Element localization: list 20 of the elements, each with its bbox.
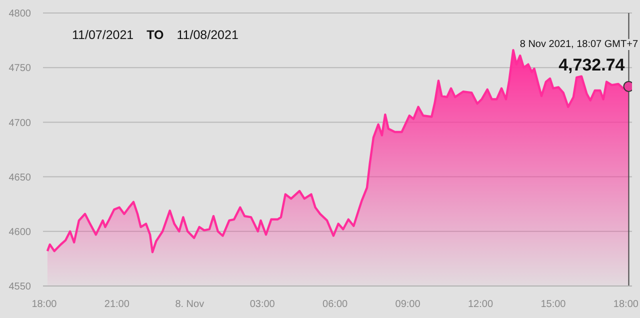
y-tick-label: 4550 (8, 282, 32, 293)
y-tick-label: 4650 (8, 172, 32, 184)
annotation: 11/08/2021 (176, 28, 238, 42)
x-tick-label: 12:00 (468, 299, 494, 310)
annotation: 4,732.74 (558, 55, 626, 74)
x-tick-label: 06:00 (322, 299, 348, 310)
y-tick-label: 4800 (8, 8, 32, 20)
x-tick-label: 15:00 (540, 299, 566, 310)
y-tick-label: 4700 (8, 118, 32, 129)
annotation: 11/07/2021 (72, 28, 134, 42)
x-tick-label: 18:00 (32, 299, 58, 310)
y-tick-label: 4750 (8, 63, 32, 74)
x-tick-label: 03:00 (250, 299, 276, 310)
x-tick-label: 8. Nov (175, 299, 204, 310)
annotation: TO (146, 28, 164, 42)
x-tick-label: 18:00 (613, 299, 639, 310)
x-tick-label: 09:00 (395, 299, 421, 310)
x-tick-label: 21:00 (104, 299, 130, 310)
annotation: 8 Nov 2021, 18:07 GMT+7 (518, 39, 639, 50)
y-tick-label: 4600 (8, 226, 32, 238)
